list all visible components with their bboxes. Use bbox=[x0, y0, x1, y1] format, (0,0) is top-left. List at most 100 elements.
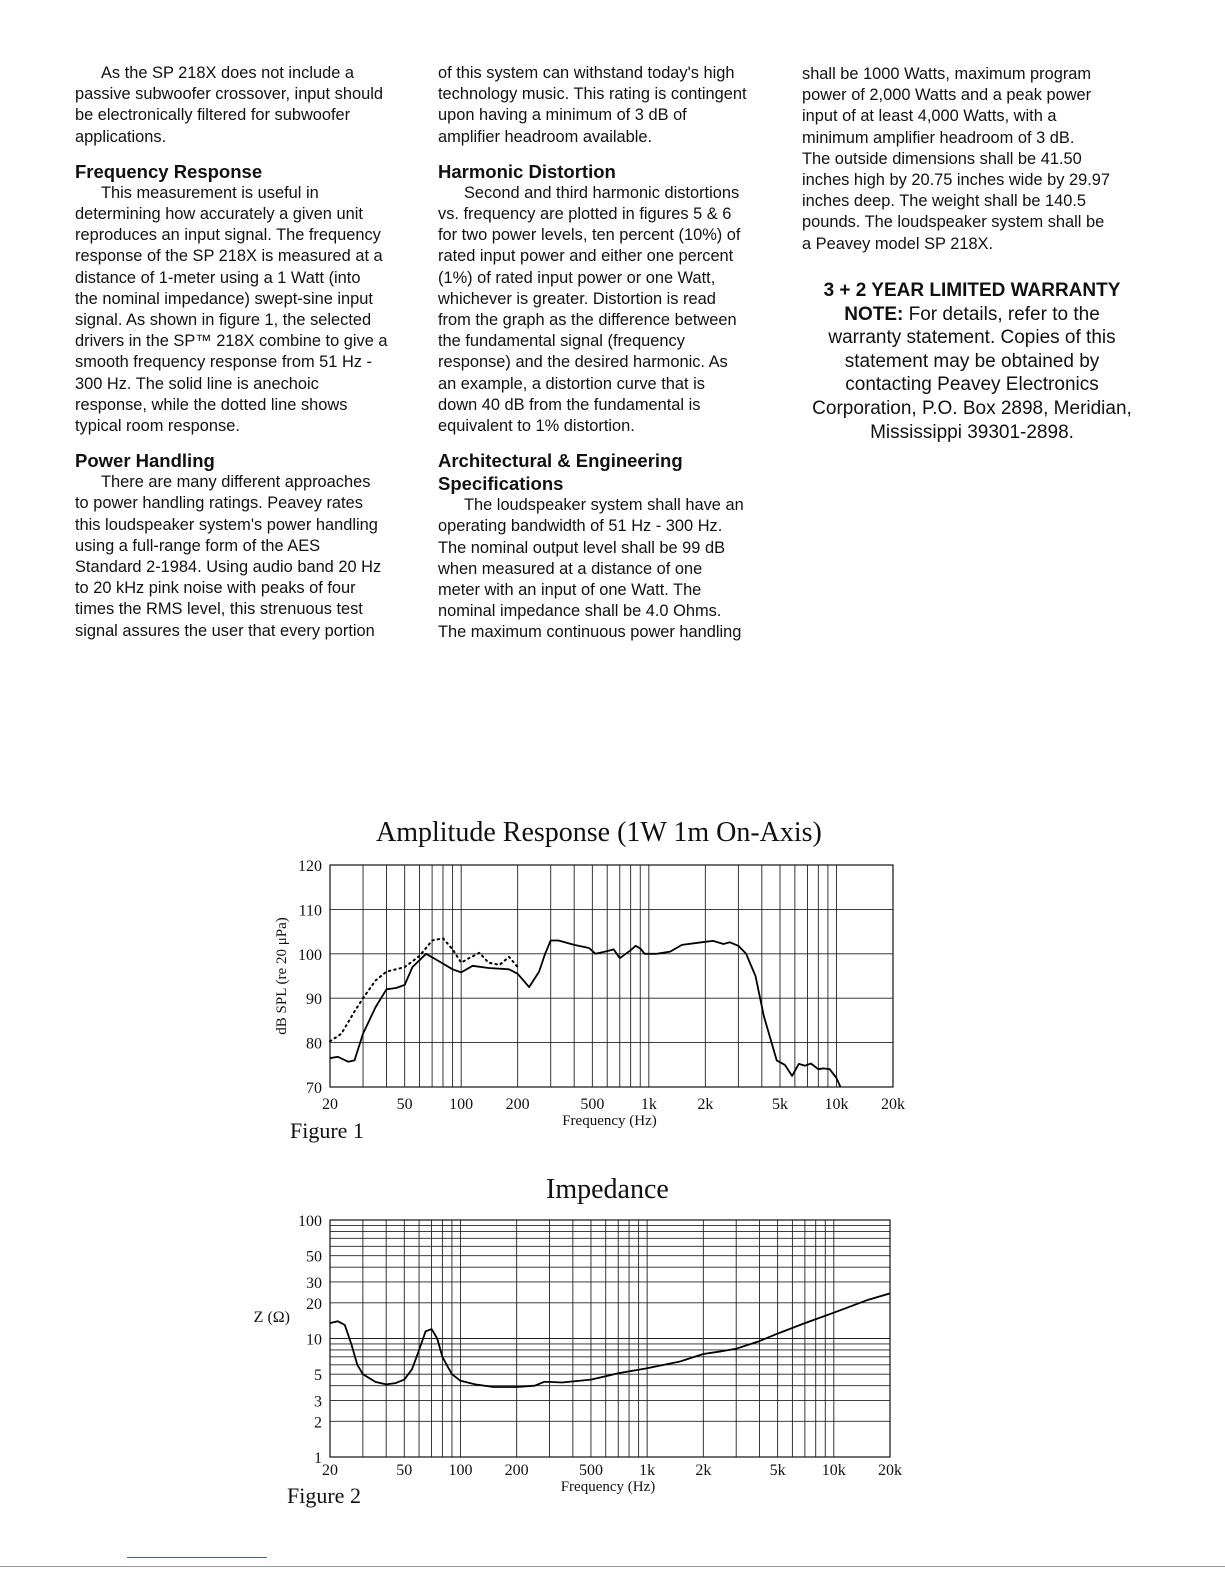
y-tick-label: 3 bbox=[314, 1393, 322, 1410]
text-line: for two power levels, ten percent (10%) … bbox=[438, 226, 741, 245]
warranty-line: Mississippi 39301-2898. bbox=[870, 421, 1074, 443]
y-tick-label: 70 bbox=[306, 1080, 322, 1097]
text-line: signal assures the user that every porti… bbox=[75, 621, 375, 640]
text-line: Power Handling bbox=[75, 450, 215, 472]
warranty-line: statement may be obtained by bbox=[844, 350, 1100, 372]
text-line: amplifier headroom available. bbox=[438, 127, 653, 146]
y-axis-label: dB SPL (re 20 μPa) bbox=[274, 917, 290, 1034]
y-tick-label: 100 bbox=[298, 947, 322, 964]
y-tick-label: 1 bbox=[314, 1450, 322, 1467]
x-tick-label: 20 bbox=[322, 1462, 338, 1479]
x-axis-label: Frequency (Hz) bbox=[562, 1113, 657, 1129]
text-line: operating bandwidth of 51 Hz - 300 Hz. bbox=[438, 517, 723, 536]
warranty-note: NOTE: For details, refer to the bbox=[790, 303, 1154, 327]
y-tick-label: 100 bbox=[298, 1213, 322, 1230]
text-line: The outside dimensions shall be 41.50 bbox=[802, 149, 1082, 168]
y-tick-label: 50 bbox=[306, 1249, 322, 1266]
y-tick-label: 90 bbox=[306, 991, 322, 1008]
x-tick-label: 50 bbox=[397, 1096, 413, 1113]
section-heading: Harmonic Distortion bbox=[438, 160, 747, 183]
y-tick-label: 20 bbox=[306, 1296, 322, 1313]
text-line: passive subwoofer crossover, input shoul… bbox=[75, 85, 383, 104]
x-tick-label: 20k bbox=[878, 1462, 902, 1479]
text-line: inches deep. The weight shall be 140.5 bbox=[802, 192, 1087, 211]
paragraph: The loudspeaker system shall have an oper… bbox=[438, 495, 747, 643]
x-tick-label: 5k bbox=[770, 1462, 786, 1479]
x-tick-label: 200 bbox=[505, 1462, 529, 1479]
series-solid-line bbox=[329, 939, 842, 1088]
paragraph: There are many different approaches to po… bbox=[75, 472, 388, 642]
y-tick-label: 10 bbox=[306, 1332, 322, 1349]
text-line: the fundamental signal (frequency bbox=[438, 332, 685, 351]
text-line: smooth frequency response from 51 Hz - bbox=[75, 353, 372, 372]
text-line: signal. As shown in figure 1, the select… bbox=[75, 311, 372, 330]
text-line: This measurement is useful in bbox=[101, 183, 319, 202]
section-heading: Power Handling bbox=[75, 449, 388, 472]
figure-1-caption: Figure 1 bbox=[290, 1118, 364, 1143]
text-line: input of at least 4,000 Watts, with a bbox=[802, 107, 1057, 126]
text-line: distance of 1-meter using a 1 Watt (into bbox=[75, 268, 361, 287]
y-tick-label: 80 bbox=[306, 1036, 322, 1053]
text-line: There are many different approaches bbox=[101, 473, 371, 492]
text-line: typical room response. bbox=[75, 417, 240, 436]
warranty-block: 3 + 2 YEAR LIMITED WARRANTY NOTE: For de… bbox=[790, 279, 1154, 444]
x-tick-label: 10k bbox=[822, 1462, 846, 1479]
figure-2-caption: Figure 2 bbox=[287, 1483, 361, 1508]
x-tick-label: 500 bbox=[580, 1096, 604, 1113]
text-line: vs. frequency are plotted in figures 5 &… bbox=[438, 205, 732, 224]
text-line: nominal impedance shall be 4.0 Ohms. bbox=[438, 602, 722, 621]
plot-frame bbox=[329, 1219, 891, 1458]
paragraph: As the SP 218X does not include a passive… bbox=[75, 63, 388, 148]
text-line: equivalent to 1% distortion. bbox=[438, 417, 635, 436]
text-line: down 40 dB from the fundamental is bbox=[438, 395, 701, 414]
note-text: For details, refer to the bbox=[903, 303, 1100, 325]
text-line: an example, a distortion curve that is bbox=[438, 374, 705, 393]
text-line: meter with an input of one Watt. The bbox=[438, 581, 702, 600]
chart-title-impedance: Impedance bbox=[546, 1174, 669, 1205]
text-line: The nominal output level shall be 99 dB bbox=[438, 538, 726, 557]
x-tick-label: 5k bbox=[772, 1096, 788, 1113]
link-underline bbox=[127, 1557, 267, 1558]
chart-amplitude: 20 50 100 200 500 1k 2k 5k 10k 20k 120 110 100 90 80 70… bbox=[274, 858, 905, 1129]
text-line: The maximum continuous power handling bbox=[438, 623, 742, 642]
chart-impedance: 20 50 100 200 500 1k 2k 5k 10k 20k 100 50 30 20 10 5 3 2 1… bbox=[254, 1213, 902, 1495]
text-line: upon having a minimum of 3 dB of bbox=[438, 106, 687, 125]
text-line: pounds. The loudspeaker system shall be bbox=[802, 213, 1105, 232]
text-line: shall be 1000 Watts, maximum program bbox=[802, 65, 1092, 83]
warranty-line: Corporation, P.O. Box 2898, Meridian, bbox=[812, 397, 1132, 419]
text-line: technology music. This rating is conting… bbox=[438, 85, 747, 104]
x-tick-label: 50 bbox=[396, 1462, 412, 1479]
text-line: response) and the desired harmonic. As bbox=[438, 353, 728, 372]
text-line: determining how accurately a given unit bbox=[75, 205, 363, 224]
text-line: (1%) of rated input power or one Watt, bbox=[438, 268, 716, 287]
text-line: Frequency Response bbox=[75, 160, 263, 182]
text-line: when measured at a distance of one bbox=[438, 559, 703, 578]
y-tick-label: 30 bbox=[306, 1275, 322, 1292]
y-tick-label: 120 bbox=[298, 858, 322, 875]
text-line: applications. bbox=[75, 127, 167, 146]
text-line: times the RMS level, this strenuous test bbox=[75, 600, 363, 619]
text-column-left: As the SP 218X does not include a passive… bbox=[75, 63, 388, 642]
section-heading: Architectural & Engineering Specification… bbox=[438, 449, 747, 495]
text-line: minimum amplifier headroom of 3 dB. bbox=[802, 128, 1075, 147]
text-line: 300 Hz. The solid line is anechoic bbox=[75, 374, 319, 393]
text-line: inches high by 20.75 inches wide by 29.9… bbox=[802, 171, 1110, 190]
warranty-line: contacting Peavey Electronics bbox=[845, 374, 1099, 396]
paragraph: shall be 1000 Watts, maximum program powe… bbox=[802, 64, 1110, 255]
text-line: from the graph as the difference between bbox=[438, 311, 737, 330]
x-tick-label: 20k bbox=[881, 1096, 905, 1113]
warranty-line: warranty statement. Copies of this bbox=[828, 327, 1116, 349]
x-tick-label: 10k bbox=[825, 1096, 849, 1113]
text-line: As the SP 218X does not include a bbox=[101, 64, 355, 82]
text-line: to power handling ratings. Peavey rates bbox=[75, 494, 363, 513]
text-line: Architectural & Engineering bbox=[438, 450, 683, 472]
x-tick-label: 100 bbox=[449, 1096, 473, 1113]
x-tick-label: 500 bbox=[579, 1462, 603, 1479]
warranty-title: 3 + 2 YEAR LIMITED WARRANTY bbox=[823, 280, 1121, 301]
series-solid-line bbox=[329, 1292, 891, 1388]
note-label: NOTE: bbox=[844, 303, 904, 325]
series-room-response-dotted bbox=[329, 937, 519, 1043]
text-line: Second and third harmonic distortions bbox=[464, 183, 740, 202]
text-line: this loudspeaker system's power handling bbox=[75, 515, 378, 534]
